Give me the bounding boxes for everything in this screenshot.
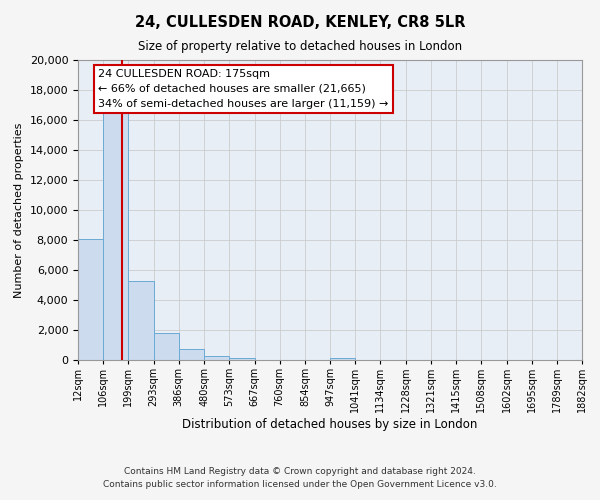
Bar — [128, 280, 154, 360]
Bar — [78, 238, 103, 360]
Bar — [330, 358, 355, 360]
Text: 24 CULLESDEN ROAD: 175sqm
← 66% of detached houses are smaller (21,665)
34% of s: 24 CULLESDEN ROAD: 175sqm ← 66% of detac… — [98, 69, 389, 108]
Bar — [103, 111, 128, 360]
Text: 24, CULLESDEN ROAD, KENLEY, CR8 5LR: 24, CULLESDEN ROAD, KENLEY, CR8 5LR — [135, 15, 465, 30]
Y-axis label: Number of detached properties: Number of detached properties — [14, 122, 24, 298]
Bar — [229, 358, 254, 360]
Text: Size of property relative to detached houses in London: Size of property relative to detached ho… — [138, 40, 462, 53]
Bar — [179, 349, 204, 360]
X-axis label: Distribution of detached houses by size in London: Distribution of detached houses by size … — [182, 418, 478, 431]
Bar — [204, 356, 229, 360]
Bar — [154, 333, 179, 360]
Text: Contains HM Land Registry data © Crown copyright and database right 2024.
Contai: Contains HM Land Registry data © Crown c… — [103, 468, 497, 489]
